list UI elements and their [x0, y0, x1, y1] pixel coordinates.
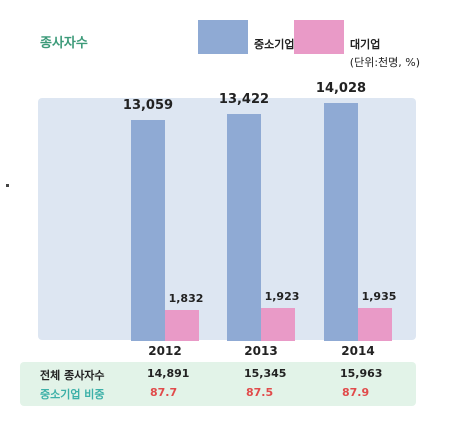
cell-total-2013: 15,345 — [244, 367, 287, 380]
legend-label-large: 대기업 — [350, 38, 381, 51]
bar-large-2013 — [261, 308, 295, 341]
unit-label: (단위:천명, %) — [349, 56, 420, 69]
label-sme-2012: 13,059 — [122, 97, 174, 113]
year-label-2014: 2014 — [341, 344, 375, 358]
cell-share-2013: 87.5 — [246, 386, 274, 399]
chart-title: 종사자수 — [40, 36, 88, 51]
label-large-2012: 1,832 — [168, 291, 204, 305]
row-label-total: 전체 종사자수 — [40, 369, 105, 382]
bar-sme-2014 — [324, 103, 358, 341]
bar-large-2014 — [358, 308, 392, 341]
legend-swatch-large — [294, 20, 344, 54]
summary-table — [20, 362, 416, 406]
label-large-2014: 1,935 — [361, 290, 397, 304]
label-large-2013: 1,923 — [264, 290, 300, 304]
bar-large-2012 — [165, 309, 199, 341]
bar-sme-2013 — [227, 113, 261, 341]
side-marker — [6, 184, 9, 187]
row-label-share: 중소기업 비중 — [40, 388, 105, 401]
label-sme-2013: 13,422 — [218, 91, 270, 107]
bar-sme-2012 — [131, 119, 165, 341]
year-label-2013: 2013 — [244, 344, 278, 358]
label-sme-2014: 14,028 — [315, 81, 367, 97]
legend-swatch-sme — [198, 20, 248, 54]
cell-total-2012: 14,891 — [147, 367, 190, 380]
cell-total-2014: 15,963 — [340, 367, 383, 380]
cell-share-2014: 87.9 — [342, 386, 370, 399]
cell-share-2012: 87.7 — [150, 386, 178, 399]
legend-label-sme: 중소기업 — [254, 38, 295, 51]
year-label-2012: 2012 — [148, 344, 182, 358]
